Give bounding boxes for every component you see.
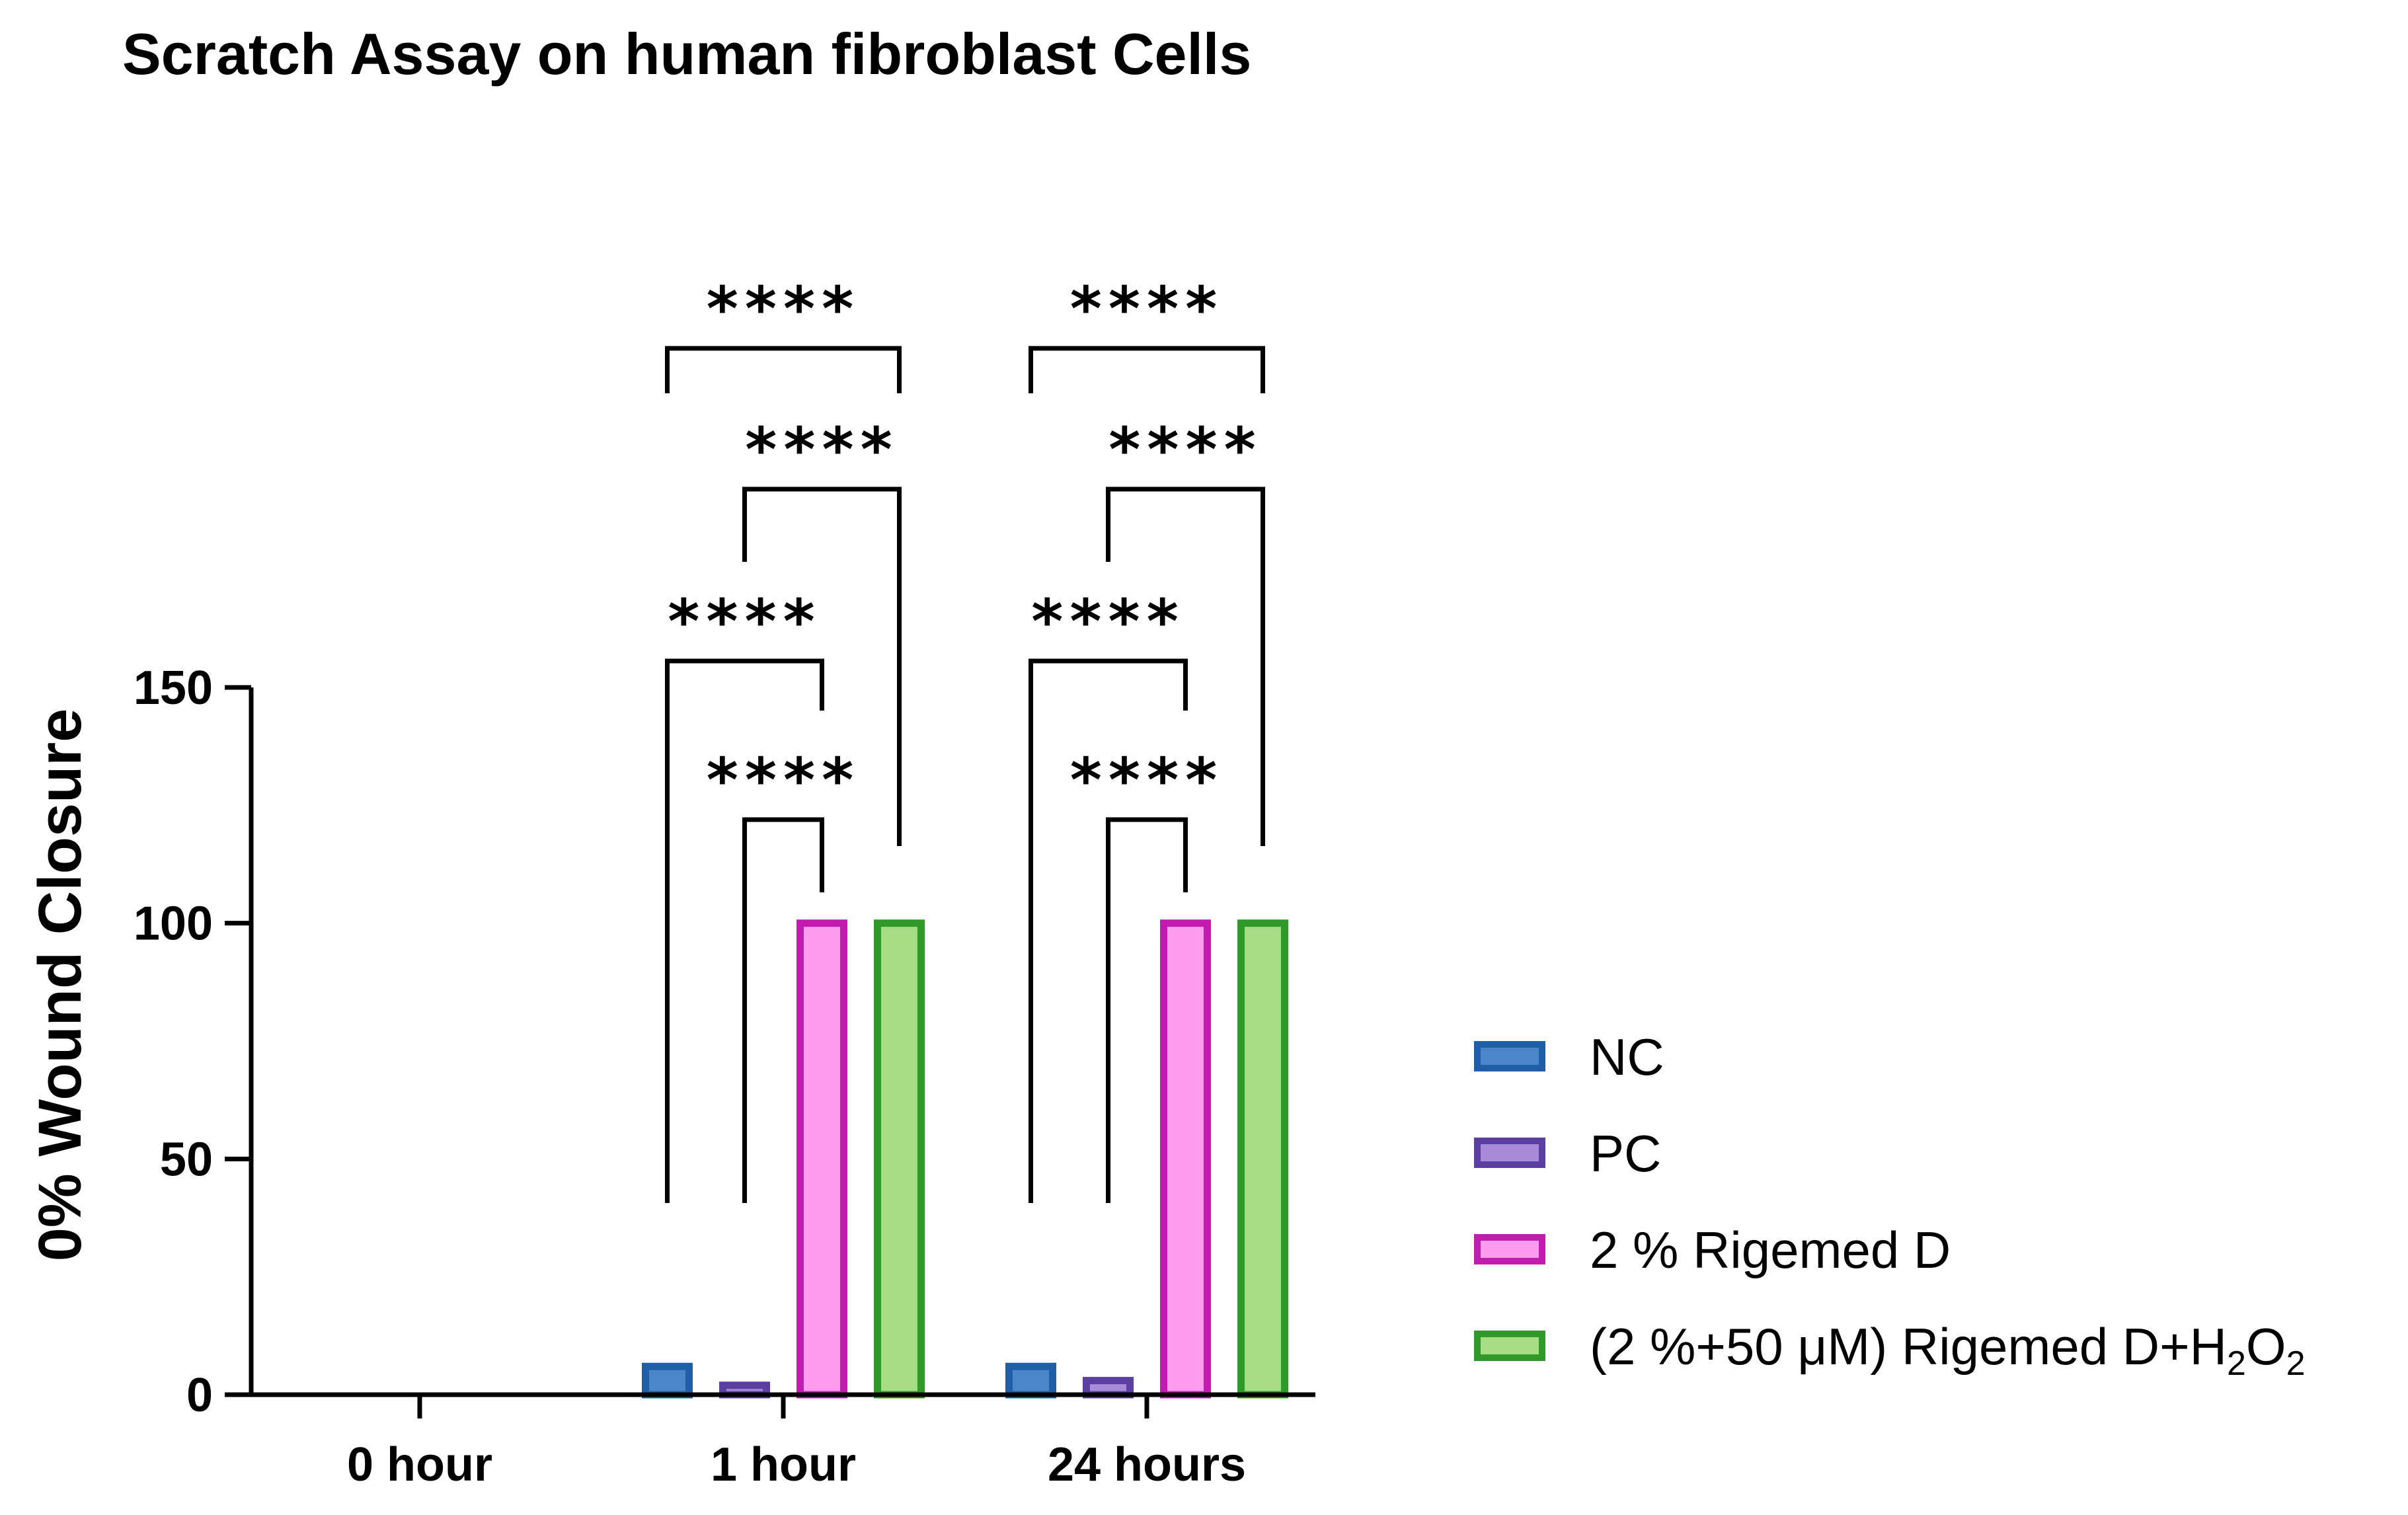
significance-label: **** xyxy=(745,414,898,485)
bar xyxy=(874,919,925,1399)
legend-label: PC xyxy=(1590,1124,1661,1183)
significance-label: **** xyxy=(707,745,860,816)
x-tick-label: 1 hour xyxy=(711,1438,856,1491)
legend: NC PC 2 % Rigemed D (2 %+50 μM) Rigemed D+H… xyxy=(1474,1028,2305,1383)
significance-label: **** xyxy=(1070,745,1223,816)
bar xyxy=(1160,919,1211,1399)
y-tick-label: 100 xyxy=(134,898,213,951)
significance-label: **** xyxy=(1031,586,1185,657)
significance-bracket xyxy=(742,486,902,846)
legend-swatch xyxy=(1474,1138,1545,1168)
bar xyxy=(642,1362,693,1399)
legend-label: (2 %+50 μM) Rigemed D+H2O2 xyxy=(1590,1317,2305,1383)
significance-bracket xyxy=(665,346,902,393)
legend-swatch xyxy=(1474,1234,1545,1264)
y-tick-label: 50 xyxy=(160,1133,213,1186)
significance-bracket xyxy=(1029,346,1265,393)
y-tick-label: 0 xyxy=(186,1369,213,1422)
chart-title: Scratch Assay on human fibroblast Cells xyxy=(122,21,1251,87)
legend-label: 2 % Rigemed D xyxy=(1590,1221,1951,1279)
significance-annotations: **** **** **** **** **** **** **** **** xyxy=(665,274,1265,1203)
legend-label: NC xyxy=(1590,1028,1664,1086)
y-axis-label: 0% Wound Closure xyxy=(26,709,94,1262)
significance-bracket xyxy=(1029,658,1188,1203)
bars xyxy=(642,919,1288,1399)
significance-bracket xyxy=(742,817,824,1203)
significance-label: **** xyxy=(668,586,821,657)
significance-bracket xyxy=(1106,817,1188,1203)
y-axis-ticks: 0 50 100 150 xyxy=(134,662,251,1422)
bar xyxy=(796,919,847,1399)
significance-bracket xyxy=(1106,486,1265,846)
significance-label: **** xyxy=(1070,274,1223,344)
bar xyxy=(1237,919,1288,1399)
bar xyxy=(1005,1362,1056,1399)
x-tick-label: 0 hour xyxy=(347,1438,492,1491)
significance-label: **** xyxy=(1108,414,1262,485)
x-tick-label: 24 hours xyxy=(1048,1438,1246,1491)
x-axis-ticks: 0 hour 1 hour 24 hours xyxy=(347,1395,1246,1491)
significance-bracket xyxy=(665,658,824,1203)
y-tick-label: 150 xyxy=(134,662,213,715)
legend-swatch xyxy=(1474,1041,1545,1071)
legend-swatch xyxy=(1474,1331,1545,1361)
significance-label: **** xyxy=(707,274,860,344)
